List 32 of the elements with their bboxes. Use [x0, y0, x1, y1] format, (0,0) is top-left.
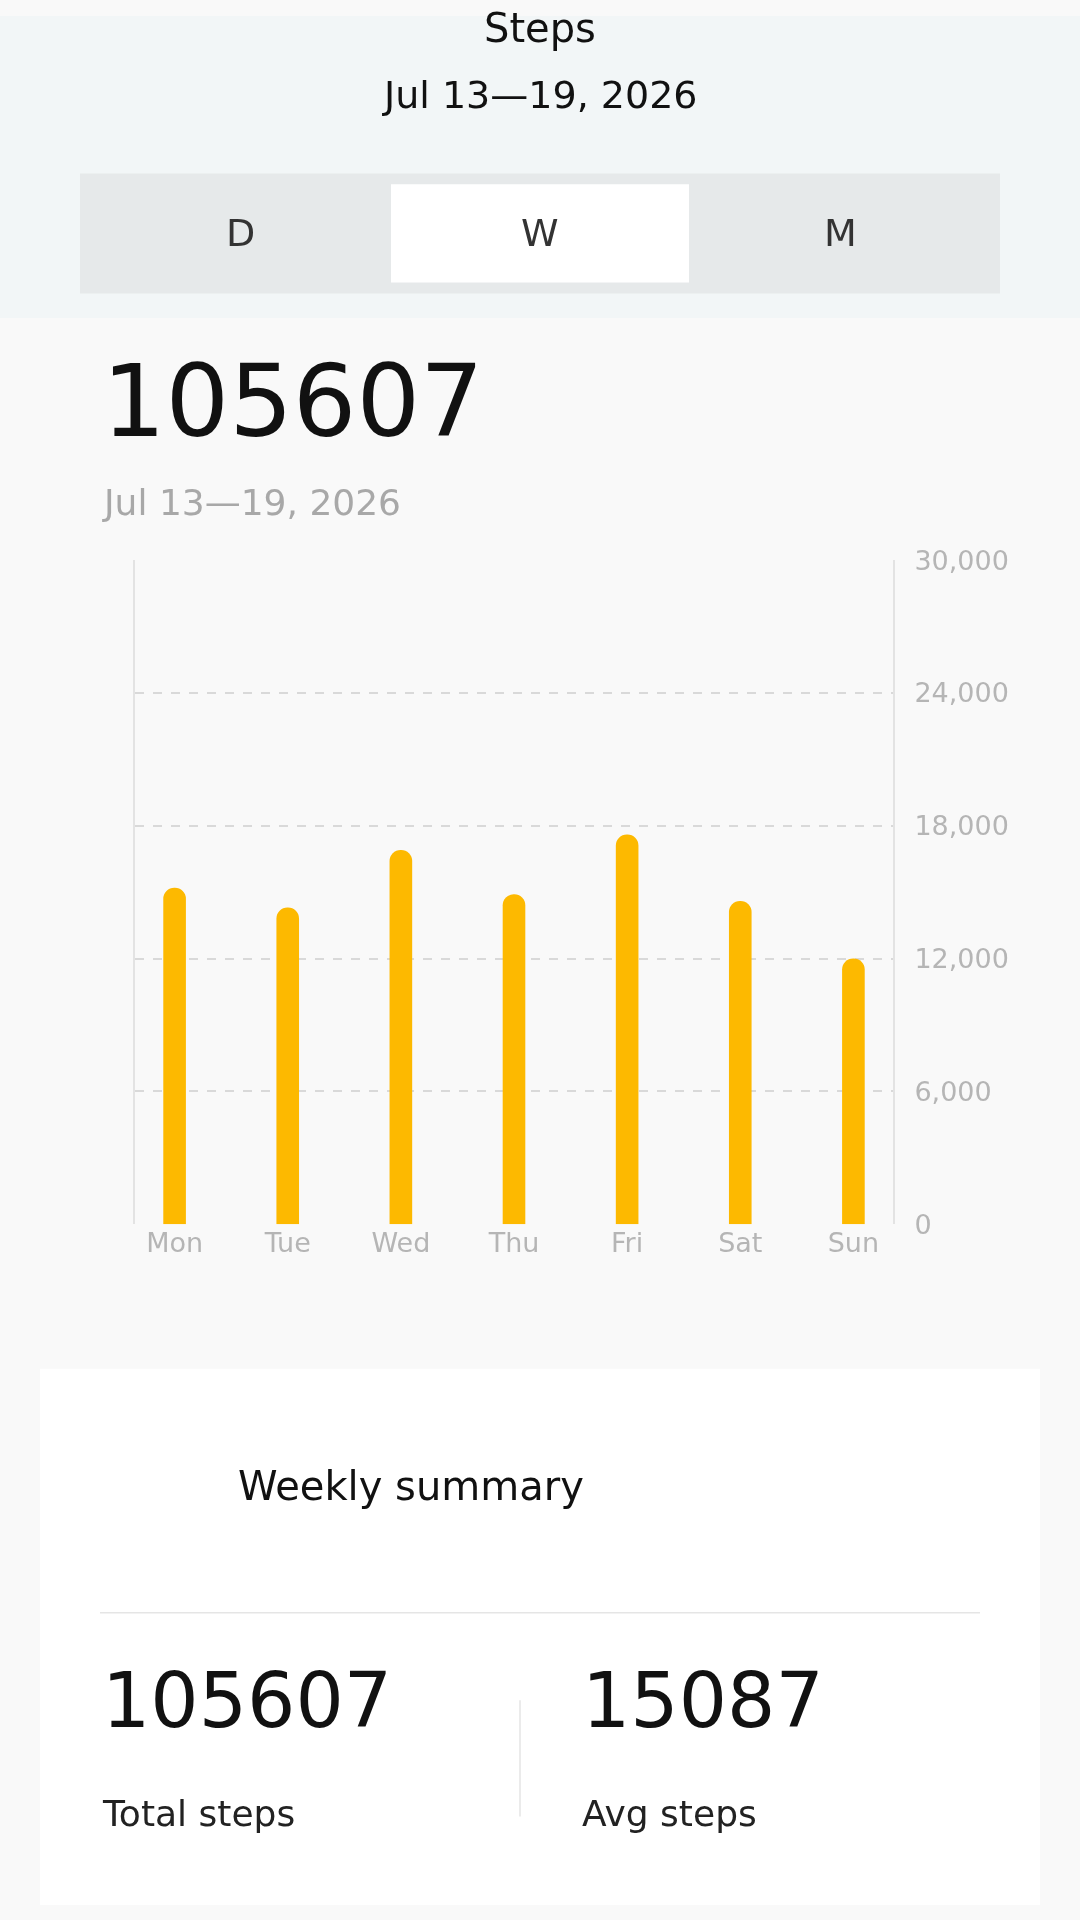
- bar: [502, 894, 526, 1225]
- bar: [389, 850, 413, 1225]
- text: 15087: [582, 1656, 824, 1745]
- y-tick-label: 18,000: [914, 810, 1009, 842]
- chart-subtitle: Jul 13—19, 2026: [382, 73, 698, 117]
- y-tick-label: 30,000: [914, 544, 1009, 576]
- bar: [276, 907, 300, 1225]
- x-tick-label: Wed: [371, 1227, 431, 1259]
- text: Avg steps: [582, 1793, 757, 1834]
- x-tick-label: Fri: [611, 1227, 644, 1259]
- x-tick-label: Sat: [718, 1227, 763, 1259]
- text: D: [226, 211, 256, 255]
- bar: [615, 834, 639, 1225]
- text: Jul 13—19, 2026: [102, 482, 401, 523]
- y-tick-label: 24,000: [914, 677, 1009, 709]
- bar: [842, 958, 865, 1225]
- x-tick-label: Sun: [827, 1227, 880, 1259]
- y-tick-label: 6,000: [914, 1075, 992, 1107]
- x-tick-label: Tue: [263, 1227, 311, 1259]
- y-tick-label: 0: [914, 1208, 932, 1240]
- text: 105607: [102, 343, 484, 460]
- bar: [728, 900, 752, 1225]
- text: Weekly summary: [238, 1463, 584, 1509]
- x-tick-label: Mon: [146, 1227, 204, 1259]
- text: 105607: [102, 1656, 393, 1745]
- y-tick-label: 12,000: [914, 942, 1009, 974]
- text: Total steps: [102, 1793, 296, 1834]
- text: M: [824, 211, 857, 255]
- x-tick-label: Thu: [487, 1227, 540, 1259]
- text: W: [521, 211, 559, 255]
- bar: [163, 887, 186, 1225]
- chart-title: Steps: [484, 5, 596, 51]
